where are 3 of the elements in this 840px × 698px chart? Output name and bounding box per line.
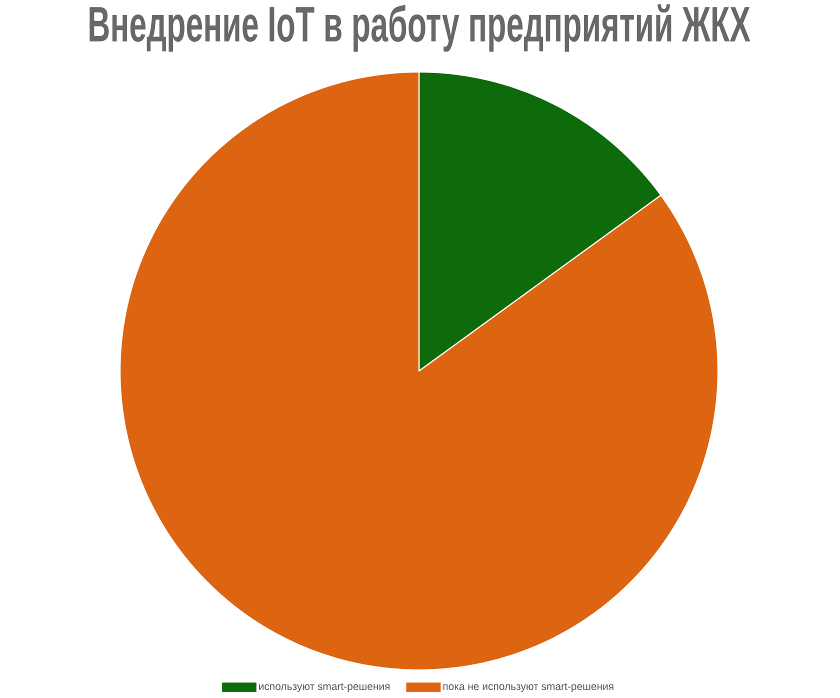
legend-label: используют smart-решения [259, 683, 390, 692]
chart-title: Внедрение IoT в работу предприятий ЖКХ [90, 4, 750, 52]
legend-label: пока не используют smart-решения [443, 683, 614, 692]
